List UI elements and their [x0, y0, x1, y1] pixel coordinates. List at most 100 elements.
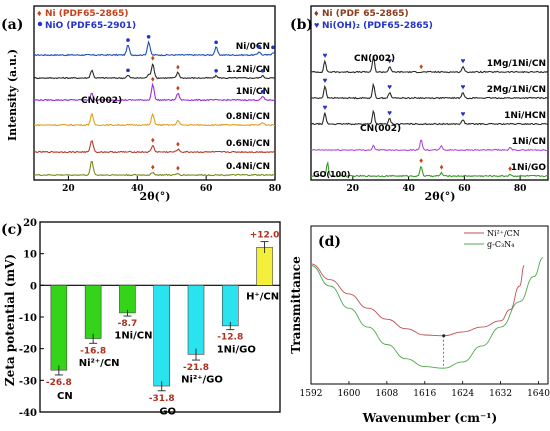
- category-label: Ni²⁺/CN: [79, 358, 120, 369]
- x-tick-label: 80: [269, 184, 282, 194]
- series-label: 1Ni/HCN: [504, 111, 546, 121]
- x-tick-label: 1632: [489, 389, 512, 399]
- y-tick-label: 10: [23, 250, 37, 261]
- annotation-cn002-a: CN(002): [81, 96, 122, 106]
- peak-marker-diamond: ♦: [151, 75, 155, 84]
- peak-marker-heart: ♥: [323, 51, 328, 60]
- series-label: 1Ni/GO: [511, 163, 547, 173]
- x-ticks-d: 1592 1600 1608 1616 1624 1632 1640: [300, 381, 550, 399]
- panel-label-a: (a): [1, 17, 23, 33]
- xrd-line-0.8Ni/CN: [33, 112, 275, 127]
- peak-marker-diamond: ♦: [176, 83, 180, 92]
- bar-5: [221, 285, 239, 327]
- panel-b: (b) 2θ(°) 20 40 60 80 1Mg/1Ni/CN ♥ ♥ ♦ ♥ 2Mg/1Ni…: [290, 5, 549, 203]
- bar-3: [153, 285, 171, 387]
- peak-marker-diamond: ♦: [419, 156, 423, 165]
- bar-0: [50, 285, 68, 371]
- y-tick-label: -40: [19, 408, 37, 419]
- series-group-b: 1Mg/1Ni/CN ♥ ♥ ♦ ♥ 2Mg/1Ni/CN ♥ ♥ ♥ 1Ni/HCN ♥ ♥ ♥ 1Ni…: [310, 51, 549, 178]
- peak-marker-diamond: ♦: [508, 164, 512, 173]
- panel-label-d: (d): [318, 234, 341, 250]
- panel-label-b: (b): [290, 17, 313, 33]
- peak-marker-diamond: ♦: [176, 164, 180, 173]
- xrd-line-1Ni/GO: [310, 160, 549, 178]
- plot-frame-d: [310, 225, 549, 385]
- x-tick-label: 1600: [337, 389, 360, 399]
- y-tick-label: 20: [23, 218, 37, 229]
- xrd-line-2Mg/1Ni/CN: [310, 82, 549, 100]
- series-label: 0.4Ni/CN: [226, 162, 270, 172]
- y-tick-label: 0: [30, 281, 37, 292]
- peak-marker-heart: ♥: [323, 103, 328, 112]
- peak-marker-heart: ♥: [387, 109, 392, 118]
- peak-marker-dot: [257, 44, 261, 49]
- legend-ni-label-a: Ni (PDF65-2865): [45, 9, 129, 19]
- xrd-line-1Ni/HCN: [310, 109, 549, 126]
- category-label: CN: [57, 391, 73, 402]
- series-label: 0.8Ni/CN: [226, 112, 270, 122]
- panel-d: (d) Transmittance Wavenumber (cm⁻¹) 1592…: [289, 225, 550, 425]
- y-tick-label: -30: [19, 376, 37, 387]
- category-label: 1Ni/CN: [114, 331, 152, 342]
- x-tick-label: 1592: [300, 389, 323, 399]
- series-label: 1Ni/CN: [236, 87, 270, 97]
- value-label: +12.0: [250, 231, 280, 241]
- x-tick-label: 60: [458, 184, 471, 194]
- peak-marker-heart: ♥: [387, 83, 392, 92]
- plot-frame-a: [33, 5, 276, 181]
- legend-ni-marker-b: ♦: [314, 8, 319, 18]
- series-label: 0.6Ni/CN: [226, 139, 270, 149]
- peak-marker-dot: [126, 68, 130, 73]
- peak-marker-heart: ♥: [323, 76, 328, 85]
- legend-nio-label-a: NiO (PDF65-2901): [45, 21, 136, 31]
- y-axis-label-c: Zeta potential (mV): [3, 254, 17, 386]
- xrd-line-1Mg/1Ni/CN: [310, 54, 549, 74]
- value-label: -8.7: [118, 319, 138, 329]
- y-axis-label-a: Intensity (a.u.): [6, 49, 19, 141]
- x-ticks-b: 20 40 60 80: [347, 176, 526, 194]
- x-ticks-a: 20 40 60 80: [62, 176, 281, 194]
- legend-b: ♦ Ni (PDF 65-2865) ♥ Ni(OH)₂ (PDF65-2865…: [314, 8, 433, 31]
- xrd-line-0.6Ni/CN: [33, 140, 276, 154]
- legend-ni-marker-a: ♦: [37, 8, 42, 18]
- series-label: Ni/0CN: [236, 42, 270, 52]
- y-axis-label-d: Transmittance: [289, 256, 303, 354]
- legend-nioh2-marker-b: ♥: [314, 20, 319, 30]
- ftir-line-0: [310, 263, 525, 337]
- x-tick-label: 40: [402, 184, 415, 194]
- series-group-a: Ni/0CN 1.2Ni/CN ♦ ♦ 1Ni/CN ♦ ♦ 0.8Ni/CN 0.6Ni/CN…: [33, 35, 276, 177]
- value-label: -31.8: [149, 394, 175, 404]
- category-label: Ni²⁺/GO: [181, 375, 223, 386]
- peak-marker-dot: [126, 38, 130, 42]
- xrd-line-1.2Ni/CN: [33, 63, 276, 80]
- peak-marker-dot: [214, 40, 218, 45]
- x-tick-label: 40: [131, 184, 144, 194]
- legend-d: Ni²⁺/CN g-C₃N₄: [464, 229, 520, 249]
- peak-marker-dot: [260, 89, 265, 94]
- plot-frame-b: [310, 5, 549, 181]
- legend-label-gc3n4-d: g-C₃N₄: [487, 240, 514, 249]
- panel-c: (c) Zeta potential (mV) -40 -30 -20 -10 0 10 2…: [1, 218, 281, 419]
- xrd-line-Ni/0CN: [34, 40, 276, 57]
- series-group-d: [310, 257, 544, 369]
- annotation-cn002-mid-b: CN(002): [360, 124, 401, 134]
- peak-marker-heart: ♥: [461, 83, 466, 92]
- xrd-line-1Ni/CN: [33, 82, 276, 102]
- category-label: 1Ni/GO: [217, 344, 256, 355]
- peak-marker-dot: [214, 69, 218, 73]
- bars-c: -26.8 CN -16.8 Ni²⁺/CN -8.7 1Ni/CN -31.8 GO -21.…: [46, 231, 280, 418]
- x-tick-label: 1608: [375, 389, 398, 399]
- peak-marker-diamond: ♦: [151, 162, 155, 171]
- marked-point: [442, 334, 446, 338]
- annotation-cn002-top-b: CN(002): [354, 54, 395, 64]
- series-label: 1.2Ni/CN: [226, 65, 270, 75]
- x-axis-label-b: 2θ(°): [425, 190, 456, 203]
- x-tick-label: 60: [200, 184, 213, 194]
- y-tick-label: -20: [19, 345, 37, 356]
- peak-marker-heart: ♥: [461, 57, 466, 66]
- panel-a: (a) Intensity (a.u.) 2θ(°) 20 40 60 80 Ni/0…: [1, 5, 281, 203]
- legend-label-ni2cn-d: Ni²⁺/CN: [487, 229, 520, 238]
- value-label: -21.8: [183, 363, 209, 373]
- bar-4: [187, 285, 205, 355]
